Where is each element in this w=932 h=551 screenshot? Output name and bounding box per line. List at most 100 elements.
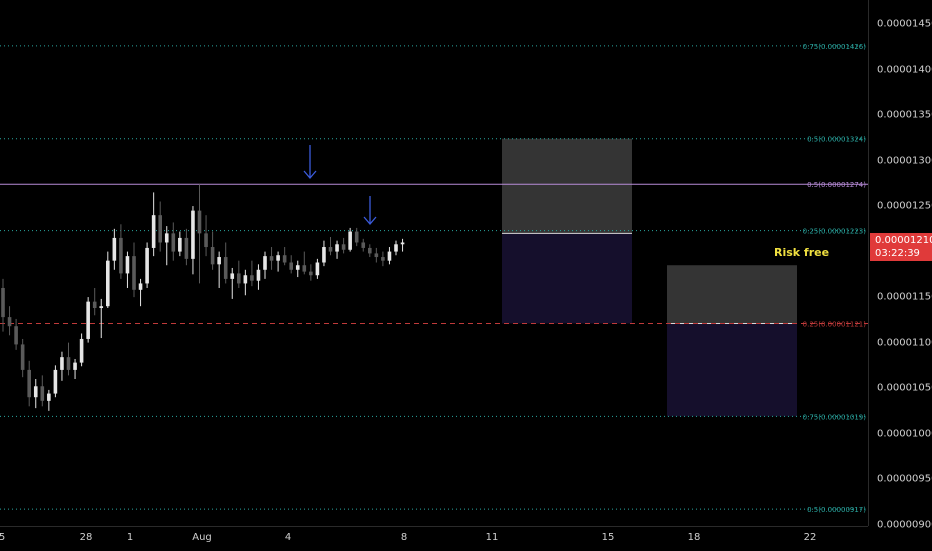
candle-body [335, 244, 339, 252]
candle-body [184, 237, 189, 259]
down-arrow-head [363, 216, 377, 225]
price-tick-label: 0.00000900 [877, 519, 932, 531]
fib-level-label: 0.75(0.00001019) [803, 413, 867, 421]
candle-body [47, 393, 51, 401]
position-target-zone [667, 265, 797, 324]
candle-body [361, 242, 366, 248]
candle-body [348, 231, 352, 250]
candle-body [66, 357, 71, 370]
candle-body [230, 273, 235, 279]
fib-level-label: 0.5(0.00000917) [807, 506, 866, 514]
candle-body [1, 287, 5, 318]
candle-body [7, 317, 12, 327]
price-tick-label: 0.00000950 [877, 473, 932, 485]
price-tick-label: 0.00001350 [877, 109, 932, 121]
candle-body [27, 369, 31, 398]
candle-body [315, 262, 320, 276]
down-arrow-head [303, 170, 317, 179]
candle-body [204, 233, 208, 248]
candle-body [237, 273, 241, 284]
candle-body [309, 271, 313, 276]
candle-body [256, 269, 261, 281]
fib-level-label: 0.25(0.00001121) [803, 320, 867, 328]
candle-body [289, 262, 293, 270]
candle-body [119, 237, 123, 274]
candle-body [374, 253, 379, 258]
time-tick-label: 4 [284, 532, 292, 543]
candle-body [191, 210, 195, 259]
candle-body [381, 257, 385, 261]
candle-body [328, 247, 333, 252]
time-tick-label: 11 [485, 532, 499, 543]
current-price-value: 0.00001210 [875, 235, 932, 246]
candle-body [387, 251, 392, 261]
candle-body [73, 362, 77, 370]
candle-body [53, 369, 58, 394]
candle-body [354, 231, 359, 243]
candle-body [14, 326, 18, 345]
price-tick-label: 0.00001100 [877, 337, 932, 349]
position-target-zone [502, 138, 632, 234]
candle-body [394, 244, 398, 252]
time-tick-label: 18 [687, 532, 701, 543]
candle-body [79, 338, 84, 363]
candle-body [223, 257, 228, 279]
fib-level-label: 0.5(0.00001274) [807, 181, 866, 189]
fib-level-label: 0.75(0.00001426) [803, 43, 867, 51]
candle-body [322, 247, 326, 263]
price-tick-label: 0.00001450 [877, 18, 932, 30]
current-price-badge: 0.00001210 03:22:39 [870, 233, 932, 261]
candle-body [112, 237, 117, 261]
price-tick-label: 0.00001000 [877, 428, 932, 440]
candle-body [276, 255, 280, 261]
risk-free-label: Risk free [774, 246, 830, 259]
candle-body [210, 247, 215, 265]
candle-body [20, 344, 25, 370]
candle-body [269, 256, 274, 261]
position-stop-zone [667, 323, 797, 417]
time-tick-label: 22 [803, 532, 817, 543]
candle-body [400, 242, 405, 245]
candle-body [217, 257, 221, 265]
candle-body [40, 386, 45, 401]
price-tick-label: 0.00001050 [877, 382, 932, 394]
candle-body [178, 237, 182, 252]
candle-body [33, 386, 38, 398]
candle-body [92, 301, 97, 309]
candle-body [158, 215, 162, 243]
price-axis[interactable]: 0.00001450 0.00001400 0.00001350 0.00001300… [868, 0, 932, 530]
fib-level-label: 0.5(0.00001324) [807, 136, 866, 144]
candle-body [151, 215, 156, 248]
candle-body [197, 210, 202, 234]
candle-body [60, 357, 64, 370]
chart-pane[interactable]: 0.75(0.00001426) 0.5(0.00001324) 0.5(0.000… [0, 0, 868, 526]
candle-body [86, 301, 90, 339]
time-tick-label: 15 [601, 532, 615, 543]
time-tick-label: 1 [126, 532, 134, 543]
price-tick-label: 0.00001250 [877, 200, 932, 212]
candle-body [138, 283, 143, 290]
candle-body [302, 265, 307, 272]
candle-body [106, 260, 110, 307]
time-tick-label: 28 [79, 532, 93, 543]
candle-body [145, 247, 149, 284]
price-tick-label: 0.00001300 [877, 155, 932, 167]
candle-body [125, 256, 130, 274]
candle-body [341, 244, 346, 250]
candle-body [282, 255, 287, 263]
candle-body [99, 306, 104, 309]
price-tick-label: 0.00001150 [877, 291, 932, 303]
bar-countdown: 03:22:39 [875, 248, 920, 259]
candle-body [263, 256, 267, 270]
time-tick-label: 5 [0, 532, 6, 543]
candle-body [368, 247, 372, 254]
candle-body [243, 275, 248, 284]
time-tick-label: Aug [192, 532, 212, 543]
time-axis[interactable]: 5 28 1 Aug 4 8 11 15 18 22 [0, 526, 868, 551]
price-chart-canvas[interactable]: 0.75(0.00001426) 0.5(0.00001324) 0.5(0.000… [0, 0, 868, 526]
candle-body [132, 256, 136, 290]
position-stop-zone [502, 233, 632, 324]
fib-level-label: 0.25(0.00001223) [803, 228, 867, 236]
time-tick-label: 8 [400, 532, 408, 543]
candle-body [250, 275, 254, 281]
